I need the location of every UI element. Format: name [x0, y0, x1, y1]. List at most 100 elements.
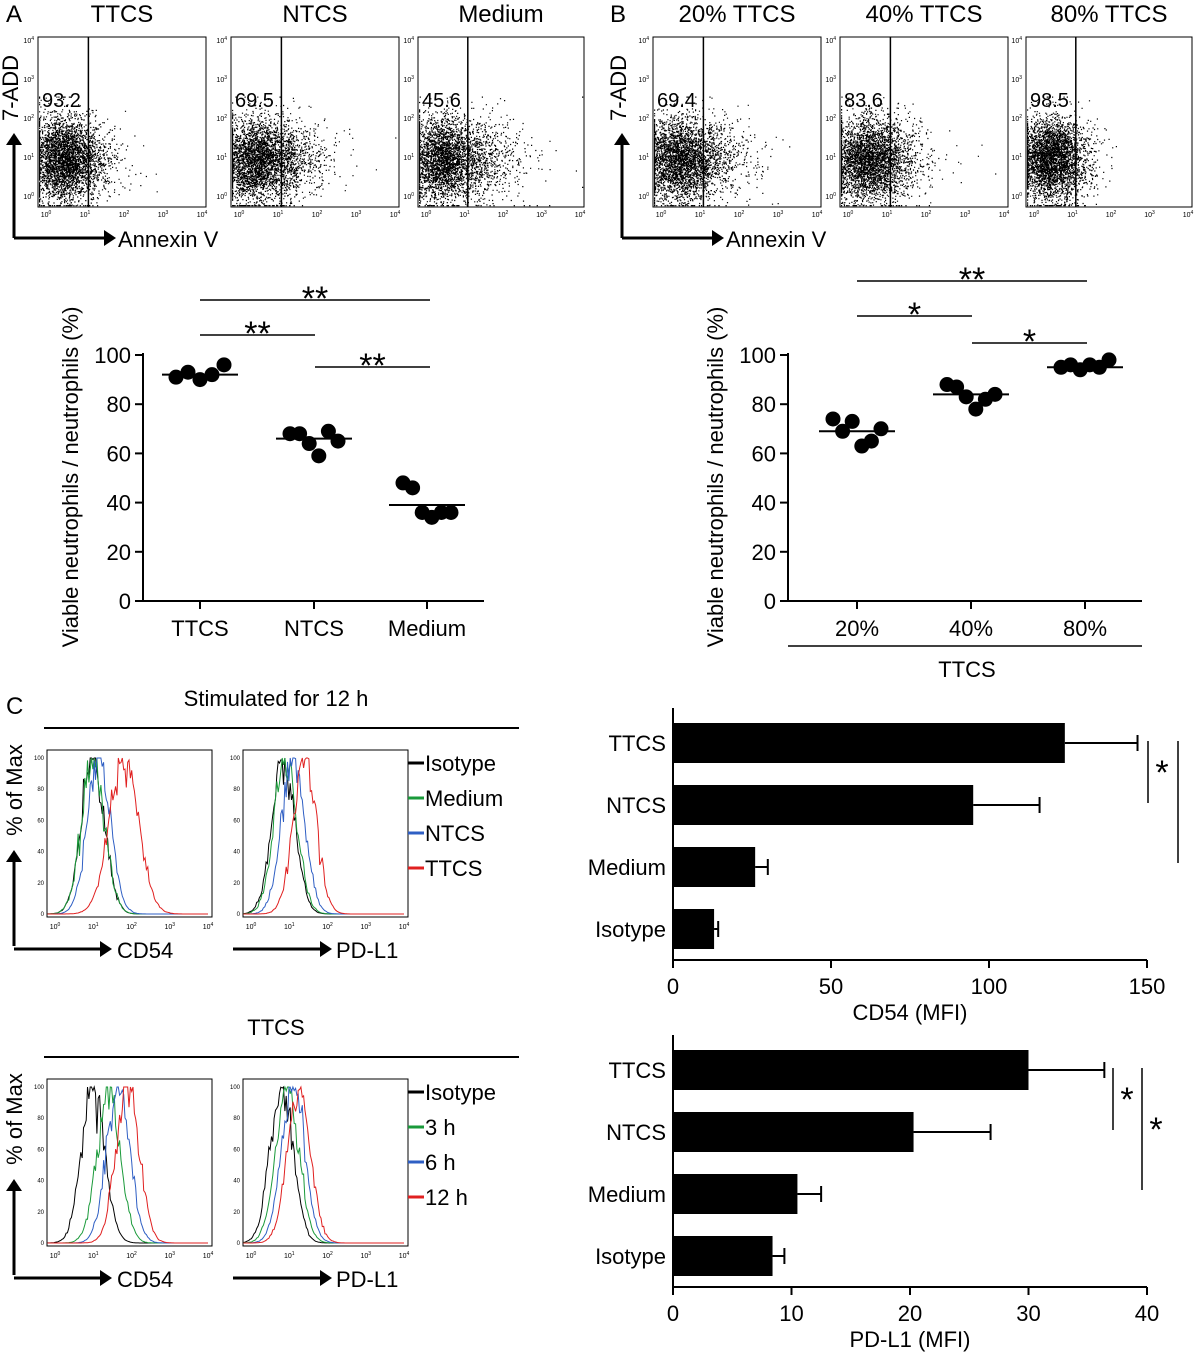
y-tick-label: 60 — [107, 441, 131, 466]
tick-exponent: 0 — [254, 1251, 257, 1257]
tick-exponent: 0 — [58, 1251, 61, 1257]
y-tick-label: 100 — [94, 343, 131, 368]
data-point — [330, 433, 346, 449]
x-tick-label: 100 — [234, 210, 245, 219]
tick-exponent: 4 — [1007, 210, 1010, 216]
tick-exponent: 1 — [467, 210, 470, 216]
tick-exponent: 0 — [833, 192, 836, 198]
histogram-curve — [243, 757, 404, 915]
group-label: TTCS — [938, 657, 995, 682]
histogram-curve — [243, 1085, 404, 1244]
panel-label-c: C — [6, 693, 23, 720]
y-axis-arrow-head — [6, 133, 22, 145]
y-category-label: Isotype — [595, 917, 666, 942]
x-tick-label: 102 — [119, 210, 130, 219]
tick-exponent: 4 — [224, 36, 227, 42]
y-tick-label: 101 — [216, 153, 227, 162]
histogram-curve — [47, 1086, 208, 1244]
x-tick-label: 101 — [459, 210, 470, 219]
tick-exponent: 3 — [411, 75, 414, 81]
y-category-label: TTCS — [609, 1058, 666, 1083]
x-tick-label: 102 — [322, 1251, 333, 1260]
tick-exponent: 4 — [1191, 210, 1194, 216]
x-tick-label: 101 — [882, 210, 893, 219]
x-tick-label: 102 — [312, 210, 323, 219]
y-tick-label: 104 — [216, 36, 227, 45]
tick-exponent: 0 — [411, 192, 414, 198]
tick-exponent: 1 — [96, 922, 99, 928]
histogram-curve — [47, 1086, 208, 1244]
y-category-label: NTCS — [606, 793, 666, 818]
y-tick-label: 40 — [37, 1179, 44, 1185]
y-tick-label: 100 — [34, 756, 45, 762]
tick-exponent: 2 — [134, 1251, 137, 1257]
y-tick-label: 104 — [825, 36, 836, 45]
y-tick-label: 101 — [638, 153, 649, 162]
y-tick-label: 104 — [403, 36, 414, 45]
tick-exponent: 0 — [254, 922, 257, 928]
y-tick-label: 100 — [216, 192, 227, 201]
significance-marker: ** — [302, 280, 328, 318]
y-tick-label: 0 — [237, 912, 241, 918]
y-tick-label: 100 — [638, 192, 649, 201]
x-tick-label: 104 — [203, 922, 214, 931]
y-axis-label: % of Max — [2, 1073, 27, 1165]
histogram-curve — [47, 1085, 208, 1244]
tick-exponent: 0 — [242, 210, 245, 216]
x-axis-arrow-head — [320, 941, 332, 957]
y-tick-label: 101 — [1011, 153, 1022, 162]
tick-exponent: 0 — [664, 210, 667, 216]
flow-cytometry-events — [419, 96, 584, 207]
y-tick-label: 0 — [119, 589, 131, 614]
y-tick-label: 100 — [403, 192, 414, 201]
quadrant-percentage: 69.4 — [657, 90, 696, 112]
tick-exponent: 0 — [58, 922, 61, 928]
data-point — [443, 504, 459, 520]
y-tick-label: 0 — [41, 912, 45, 918]
x-tick-label: 0 — [667, 1301, 679, 1326]
x-tick-label: 101 — [1067, 210, 1078, 219]
data-point — [949, 379, 965, 395]
tick-exponent: 1 — [88, 210, 91, 216]
y-tick-label: 100 — [739, 343, 776, 368]
y-category-label: Medium — [588, 855, 666, 880]
y-tick-label: 0 — [41, 1241, 45, 1247]
tick-exponent: 3 — [172, 922, 175, 928]
y-tick-label: 20 — [107, 540, 131, 565]
tick-exponent: 2 — [646, 114, 649, 120]
y-tick-label: 104 — [23, 36, 34, 45]
x-axis-arrow-head — [712, 230, 724, 246]
histogram-curve — [243, 757, 404, 915]
tick-exponent: 1 — [646, 153, 649, 159]
quadrant-percentage: 69.5 — [235, 90, 274, 112]
flow-cytometry-events — [841, 96, 997, 207]
tick-exponent: 3 — [1152, 210, 1155, 216]
x-axis-label: CD54 — [117, 1267, 173, 1292]
tick-exponent: 0 — [851, 210, 854, 216]
tick-exponent: 3 — [359, 210, 362, 216]
y-tick-label: 60 — [233, 818, 240, 824]
tick-exponent: 1 — [96, 1251, 99, 1257]
tick-exponent: 4 — [211, 1251, 214, 1257]
x-tick-label: 100 — [41, 210, 52, 219]
data-point — [180, 364, 196, 380]
y-tick-label: 40 — [107, 491, 131, 516]
data-point — [405, 480, 421, 496]
panel-label-b: B — [610, 1, 626, 28]
x-tick-label: 80% — [1063, 616, 1107, 641]
y-axis-arrow-head — [6, 1179, 22, 1191]
tick-exponent: 2 — [506, 210, 509, 216]
tick-exponent: 3 — [166, 210, 169, 216]
tick-exponent: 3 — [368, 922, 371, 928]
flow-plot-frame — [1025, 36, 1193, 208]
tick-exponent: 1 — [292, 922, 295, 928]
x-tick-label: 102 — [921, 210, 932, 219]
tick-exponent: 4 — [1019, 36, 1022, 42]
tick-exponent: 4 — [411, 36, 414, 42]
x-tick-label: 20% — [835, 616, 879, 641]
y-tick-label: 102 — [825, 114, 836, 123]
x-axis-label: CD54 (MFI) — [853, 1000, 968, 1025]
x-tick-label: 10 — [779, 1301, 803, 1326]
tick-exponent: 2 — [1114, 210, 1117, 216]
